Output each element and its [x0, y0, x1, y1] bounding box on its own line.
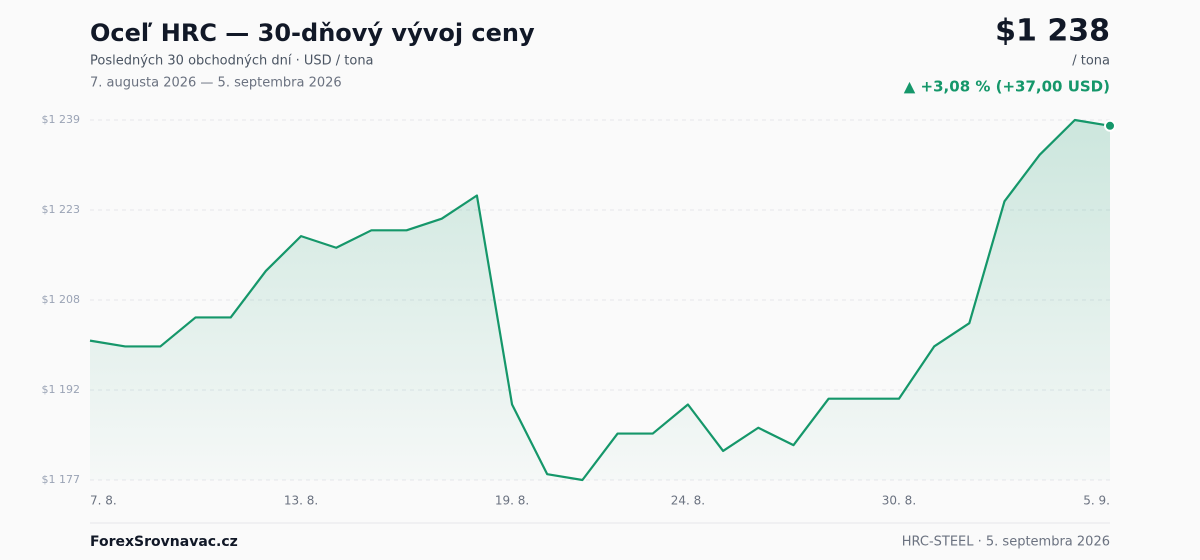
y-tick-label: $1 192 — [42, 383, 81, 396]
y-tick-label: $1 239 — [42, 113, 81, 126]
x-tick-label: 19. 8. — [495, 494, 529, 508]
x-tick-label: 7. 8. — [90, 494, 117, 508]
x-tick-label: 13. 8. — [284, 494, 318, 508]
footer-info: HRC-STEEL · 5. septembra 2026 — [902, 535, 1110, 550]
unit: / tona — [1072, 54, 1110, 69]
y-tick-label: $1 223 — [42, 203, 81, 216]
price: $1 238 — [995, 14, 1110, 49]
x-tick-label: 24. 8. — [671, 494, 705, 508]
line — [89, 118, 1111, 482]
date-range: 7. augusta 2026 — 5. septembra 2026 — [90, 76, 342, 91]
x-tick-label: 30. 8. — [882, 494, 916, 508]
last-point — [1104, 119, 1116, 132]
footer-brand: ForexSrovnavac.cz — [90, 534, 238, 550]
chart-title: Oceľ HRC — 30-dňový vývoj ceny — [90, 19, 535, 47]
subtitle: Posledných 30 obchodných dní · USD / ton… — [90, 54, 374, 69]
x-tick-label: 5. 9. — [1083, 494, 1110, 508]
y-tick-label: $1 177 — [42, 473, 81, 486]
change: ▲ +3,08 % (+37,00 USD) — [904, 78, 1110, 96]
y-tick-label: $1 208 — [42, 293, 81, 306]
area — [90, 120, 1110, 480]
